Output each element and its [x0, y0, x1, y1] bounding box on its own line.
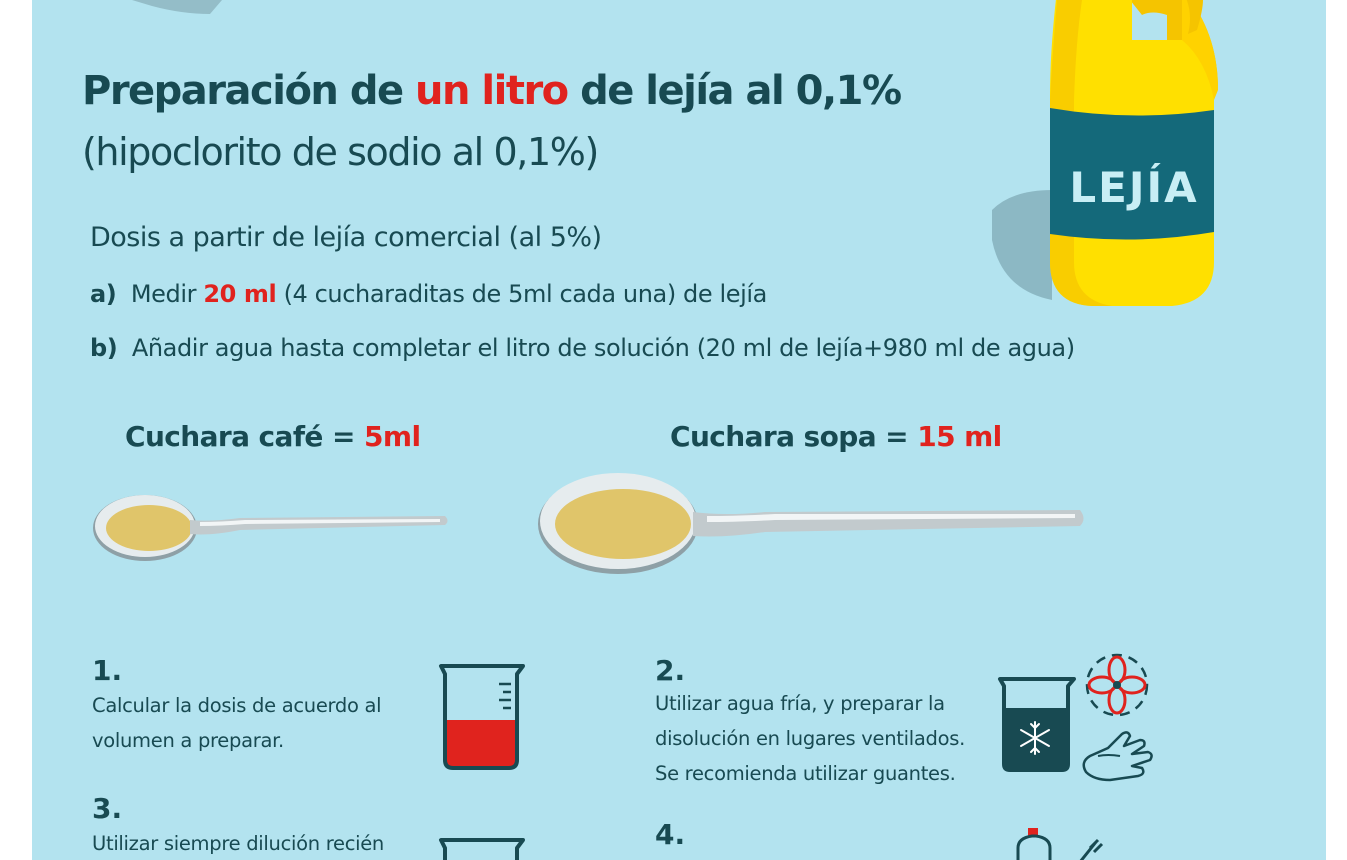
beaker-red-liquid-icon [439, 664, 525, 770]
step-1-number: 1. [92, 654, 123, 687]
step-3-number: 3. [92, 792, 123, 825]
step-4-number: 4. [655, 818, 686, 851]
step-2-number: 2. [655, 654, 686, 687]
dosis-heading: Dosis a partir de lejía comercial (al 5%… [90, 222, 602, 253]
step-a-marker: a) [90, 280, 117, 308]
step-1-text: Calcular la dosis de acuerdo al volumen … [92, 694, 382, 752]
step-a: a) Medir 20 ml (4 cucharaditas de 5ml ca… [90, 280, 767, 308]
step-3-text: Utilizar siempre dilución recién [92, 832, 384, 855]
decorative-shape-icon [132, 0, 222, 14]
gloves-icon [1082, 731, 1153, 782]
beaker-icon [439, 838, 525, 860]
title-highlight: un litro [415, 68, 569, 114]
page-title: Preparación de un litro de lejía al 0,1% [82, 68, 902, 114]
step-a-amount: 20 ml [203, 280, 277, 308]
page-subtitle: (hipoclorito de sodio al 0,1%) [82, 130, 599, 174]
spoon-sopa-label: Cuchara sopa = 15 ml [670, 420, 1002, 453]
step-b: b) Añadir agua hasta completar el litro … [90, 334, 1075, 362]
step-b-marker: b) [90, 334, 118, 362]
bleach-bottle-icon: LEJÍA [992, 0, 1218, 306]
beaker-cold-water-icon [998, 677, 1076, 772]
infographic-panel: Preparación de un litro de lejía al 0,1%… [32, 0, 1326, 860]
step-2-text: Utilizar agua fría, y preparar la disolu… [655, 692, 965, 785]
bottle-label: LEJÍA [1069, 162, 1198, 212]
spoon-cafe-label: Cuchara café = 5ml [125, 420, 421, 453]
spray-bottle-icon [1016, 828, 1104, 860]
fan-ventilation-icon [1085, 653, 1149, 717]
coffee-spoon-icon [93, 495, 448, 561]
soup-spoon-icon [538, 473, 1084, 574]
